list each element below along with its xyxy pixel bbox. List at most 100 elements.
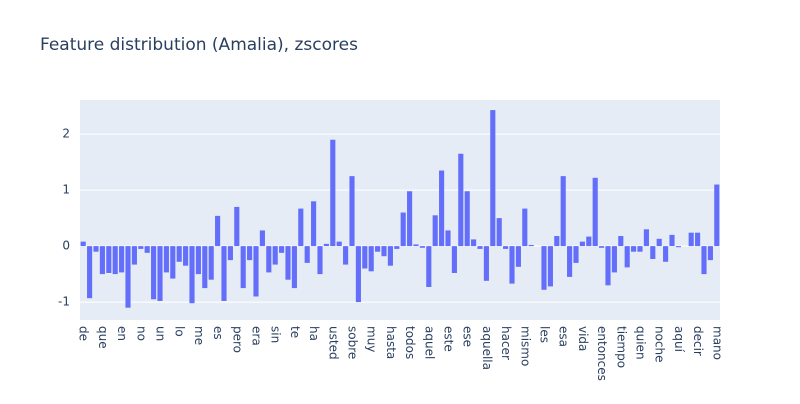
bar bbox=[170, 246, 176, 279]
bar bbox=[317, 246, 323, 275]
bar bbox=[643, 229, 649, 247]
bar bbox=[106, 246, 112, 273]
x-tick-label: en bbox=[115, 326, 129, 341]
bar bbox=[323, 243, 329, 247]
bar bbox=[234, 206, 240, 247]
bar bbox=[631, 246, 637, 252]
bar bbox=[554, 236, 560, 247]
bar bbox=[605, 246, 611, 286]
x-tick-label: sin bbox=[269, 326, 283, 343]
x-tick-label: sobre bbox=[346, 326, 360, 359]
x-tick-label: vida bbox=[576, 326, 590, 351]
bar bbox=[618, 236, 624, 247]
bar bbox=[483, 246, 489, 281]
bar bbox=[458, 153, 464, 247]
bar bbox=[87, 246, 93, 299]
bar bbox=[669, 234, 675, 247]
bar bbox=[426, 246, 432, 287]
bar bbox=[394, 246, 400, 249]
bar bbox=[362, 246, 368, 269]
bar bbox=[515, 246, 521, 267]
bar bbox=[445, 230, 451, 247]
bar bbox=[272, 246, 278, 265]
bar bbox=[701, 246, 707, 275]
bar bbox=[541, 246, 547, 290]
x-tick-label: aquí bbox=[672, 326, 686, 353]
bar bbox=[195, 246, 201, 275]
bar bbox=[375, 246, 381, 252]
bar bbox=[496, 218, 502, 247]
bar bbox=[560, 176, 566, 247]
bar bbox=[471, 239, 477, 247]
x-tick-label: es bbox=[211, 326, 225, 340]
bar bbox=[247, 246, 253, 261]
plot-area bbox=[80, 100, 720, 320]
bar bbox=[99, 246, 105, 275]
bar bbox=[266, 246, 272, 273]
bar bbox=[688, 232, 694, 247]
bar bbox=[419, 246, 425, 248]
bar bbox=[586, 236, 592, 247]
bar bbox=[573, 246, 579, 263]
y-tick-label: 1 bbox=[62, 183, 70, 197]
bar bbox=[592, 177, 598, 247]
bar bbox=[259, 230, 265, 247]
bar bbox=[144, 246, 150, 253]
bar bbox=[611, 246, 617, 273]
bar bbox=[298, 208, 304, 247]
bar bbox=[138, 246, 144, 249]
bar bbox=[202, 246, 208, 289]
bar bbox=[343, 246, 349, 265]
bar bbox=[714, 184, 720, 247]
x-tick-label: esa bbox=[557, 326, 571, 347]
bar bbox=[567, 246, 573, 277]
bar bbox=[112, 246, 118, 275]
bar bbox=[189, 246, 195, 304]
x-tick-label: no bbox=[134, 326, 148, 341]
bar bbox=[650, 246, 656, 259]
bar bbox=[279, 246, 285, 253]
x-tick-label: pero bbox=[230, 326, 244, 353]
x-tick-label: noche bbox=[653, 326, 667, 363]
bar bbox=[522, 208, 528, 247]
bar bbox=[240, 246, 246, 289]
bar bbox=[624, 246, 630, 268]
x-tick-label: hasta bbox=[384, 326, 398, 359]
bar bbox=[695, 232, 701, 247]
bar bbox=[131, 246, 137, 265]
x-tick-label: decir bbox=[691, 326, 705, 356]
x-tick-label: aquel bbox=[422, 326, 436, 359]
x-tick-label: usted bbox=[326, 326, 340, 360]
bar bbox=[349, 176, 355, 247]
bar bbox=[464, 191, 470, 247]
bar bbox=[707, 246, 713, 261]
bar bbox=[451, 246, 457, 273]
bar bbox=[663, 246, 669, 262]
x-tick-label: tiempo bbox=[614, 326, 628, 368]
bar bbox=[163, 246, 169, 273]
bar bbox=[330, 139, 336, 247]
bar bbox=[528, 244, 534, 247]
bar bbox=[253, 246, 259, 297]
bar bbox=[439, 170, 445, 247]
x-tick-label: de bbox=[77, 326, 91, 341]
bar bbox=[579, 241, 585, 247]
bar bbox=[387, 246, 393, 266]
x-tick-label: este bbox=[442, 326, 456, 352]
bar bbox=[183, 246, 189, 266]
bar bbox=[215, 215, 221, 247]
x-tick-label: todos bbox=[403, 326, 417, 359]
y-tick-label: 0 bbox=[62, 239, 70, 253]
bar bbox=[503, 246, 509, 249]
bar bbox=[477, 246, 483, 249]
bar bbox=[547, 246, 553, 287]
x-tick-label: entonces bbox=[595, 326, 609, 381]
bar bbox=[157, 246, 163, 301]
x-tick-label: me bbox=[192, 326, 206, 345]
bar bbox=[304, 246, 310, 263]
bar bbox=[368, 246, 374, 272]
x-tick-label: lo bbox=[173, 326, 187, 337]
bar bbox=[490, 110, 496, 247]
bar bbox=[125, 246, 131, 308]
bar bbox=[176, 246, 182, 262]
